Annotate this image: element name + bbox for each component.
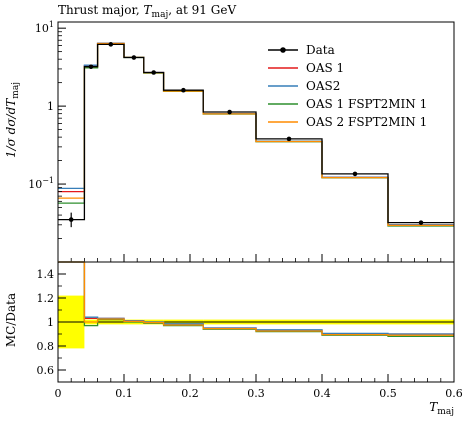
x-tick-label: 0.4 — [313, 387, 331, 400]
main-y-axis-label: 1/σ dσ/dTmaj — [4, 82, 21, 158]
legend-label: OAS2 — [306, 79, 340, 93]
main-y-axis: 101 1 10−1 — [28, 20, 66, 239]
y-tick-label: 1 — [47, 100, 54, 113]
chart-title: Thrust major, Tmaj, at 91 GeV — [58, 3, 236, 20]
x-tick-label: 0.2 — [181, 387, 199, 400]
data-point — [108, 42, 114, 47]
legend-entry: OAS2 — [268, 79, 340, 93]
main-x-axis-ticks — [57, 254, 455, 262]
x-axis: 0 0.1 0.2 0.3 0.4 0.5 0.6 — [55, 374, 463, 400]
x-tick-label: 0.5 — [379, 387, 397, 400]
data-step-line — [58, 43, 454, 224]
x-tick-label: 0.1 — [115, 387, 133, 400]
x-tick-label: 0.6 — [445, 387, 463, 400]
y-tick-label: 10−1 — [28, 176, 54, 191]
legend-label: Data — [306, 43, 335, 57]
data-point — [131, 55, 137, 60]
x-tick-label: 0.3 — [247, 387, 265, 400]
ratio-series-line-4 — [58, 261, 454, 336]
y-tick-label: 101 — [35, 20, 54, 35]
data-point — [227, 109, 232, 115]
legend-entry: OAS 2 FSPT2MIN 1 — [268, 115, 427, 129]
data-point — [286, 136, 292, 142]
legend: Data OAS 1 OAS2 OAS 1 FSPT2MIN 1 OAS 2 FSPT2… — [268, 43, 427, 129]
ratio-plot-panel: 0.6 0.8 1 1.2 1.4 0 0.1 0.2 0.3 0.4 0.5 0.6 — [37, 261, 463, 400]
ratio-y-tick-label: 1 — [47, 316, 54, 329]
ratio-y-tick-label: 1.2 — [37, 292, 55, 305]
data-point — [181, 87, 186, 93]
main-data-layer — [58, 42, 454, 228]
ratio-uncertainty-band — [58, 295, 454, 349]
data-point — [88, 64, 94, 70]
ratio-y-tick-label: 0.8 — [37, 340, 55, 353]
data-point — [418, 220, 424, 225]
x-axis-label: Tmaj — [429, 400, 454, 417]
ratio-series-line-3 — [58, 261, 454, 338]
legend-label: OAS 1 — [306, 61, 344, 75]
legend-marker — [280, 47, 286, 53]
legend-entry: OAS 1 — [268, 61, 344, 75]
data-point — [352, 171, 358, 177]
legend-label: OAS 2 FSPT2MIN 1 — [306, 115, 427, 129]
ratio-y-axis: 0.6 0.8 1 1.2 1.4 — [37, 261, 66, 383]
ratio-series-layer — [58, 261, 454, 338]
x-tick-label: 0 — [55, 387, 62, 400]
ratio-y-tick-label: 1.4 — [37, 268, 55, 281]
ratio-y-tick-label: 0.6 — [37, 364, 55, 377]
ratio-y-axis-label: MC/Data — [4, 293, 18, 347]
data-point — [68, 217, 74, 222]
legend-entry: OAS 1 FSPT2MIN 1 — [268, 97, 427, 111]
main-plot-panel: 101 1 10−1 — [28, 20, 455, 263]
legend-label: OAS 1 FSPT2MIN 1 — [306, 97, 427, 111]
legend-entry: Data — [268, 43, 335, 57]
data-point — [151, 70, 156, 75]
